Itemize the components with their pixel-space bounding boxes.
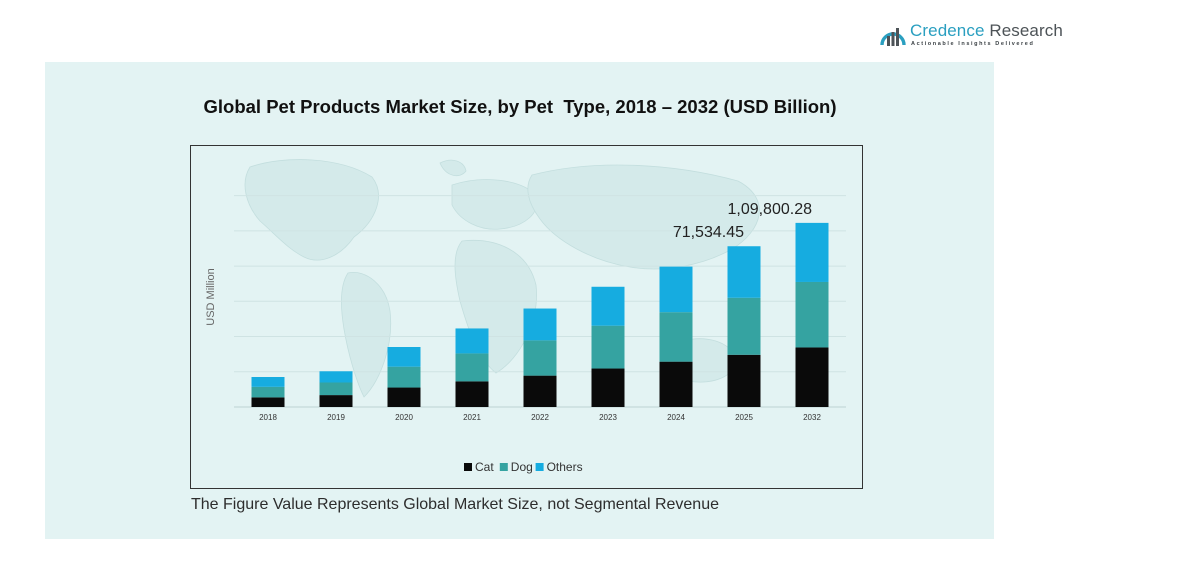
x-tick-label: 2021 bbox=[463, 413, 481, 422]
y-axis-title: USD Million bbox=[205, 268, 217, 325]
bar-others-2023 bbox=[591, 286, 625, 326]
logo-name-part2: Research bbox=[989, 21, 1063, 40]
bar-dog-2022 bbox=[523, 340, 557, 376]
bar-cat-2023 bbox=[591, 368, 625, 407]
bar-dog-2023 bbox=[591, 325, 625, 369]
x-tick-label: 2025 bbox=[735, 413, 753, 422]
bars bbox=[251, 222, 829, 407]
legend-swatch-cat bbox=[464, 463, 472, 471]
footnote: The Figure Value Represents Global Marke… bbox=[191, 496, 719, 513]
x-tick-label: 2019 bbox=[327, 413, 345, 422]
x-tick-label: 2020 bbox=[395, 413, 413, 422]
bar-others-2022 bbox=[523, 308, 557, 341]
bar-dog-2024 bbox=[659, 312, 693, 362]
legend-swatch-dog bbox=[499, 463, 508, 471]
chart-area: 2018 2019 2020 2021 2022 2023 2024 2025 2032 71,… bbox=[190, 145, 863, 489]
chart-panel: Global Pet Products Market Size, by Pet … bbox=[45, 62, 994, 539]
bar-cat-2019 bbox=[319, 395, 353, 407]
legend-label-others: Others bbox=[547, 460, 583, 474]
company-logo[interactable]: Credence Research Actionable Insights De… bbox=[878, 20, 1068, 54]
data-labels: 71,534.45 1,09,800.28 bbox=[673, 201, 812, 241]
legend: Cat Dog Others bbox=[464, 460, 583, 474]
x-tick-label: 2023 bbox=[599, 413, 617, 422]
bar-cat-2022 bbox=[523, 375, 557, 407]
logo-tagline: Actionable Insights Delivered bbox=[911, 41, 1035, 47]
bar-others-2024 bbox=[659, 266, 693, 313]
x-tick-label: 2022 bbox=[531, 413, 549, 422]
bar-dog-2018 bbox=[251, 386, 285, 398]
chart-title: Global Pet Products Market Size, by Pet … bbox=[203, 96, 837, 117]
credence-research-logo-icon bbox=[880, 28, 906, 46]
bar-others-2020 bbox=[387, 347, 421, 367]
bar-dog-2020 bbox=[387, 366, 421, 388]
bar-others-2032 bbox=[795, 222, 829, 282]
x-tick-label: 2032 bbox=[803, 413, 821, 422]
bar-cat-2020 bbox=[387, 387, 421, 407]
bar-dog-2019 bbox=[319, 382, 353, 396]
bar-others-2021 bbox=[455, 328, 489, 354]
bar-dog-2032 bbox=[795, 281, 829, 348]
bar-dog-2025 bbox=[727, 297, 761, 355]
logo-name-part1: Credence bbox=[910, 21, 985, 40]
bar-others-2025 bbox=[727, 246, 761, 298]
legend-label-dog: Dog bbox=[511, 460, 533, 474]
bar-others-2019 bbox=[319, 371, 353, 383]
x-tick-labels: 2018 2019 2020 2021 2022 2023 2024 2025 2032 bbox=[259, 413, 821, 422]
x-tick-label: 2018 bbox=[259, 413, 277, 422]
data-label-2032: 1,09,800.28 bbox=[727, 201, 812, 218]
x-tick-label: 2024 bbox=[667, 413, 685, 422]
legend-swatch-others bbox=[535, 463, 544, 471]
bar-others-2018 bbox=[251, 377, 285, 387]
bar-dog-2021 bbox=[455, 353, 489, 382]
bar-cat-2018 bbox=[251, 397, 285, 407]
logo-name: Credence Research bbox=[910, 21, 1063, 41]
bar-cat-2021 bbox=[455, 381, 489, 407]
legend-label-cat: Cat bbox=[475, 460, 494, 474]
bar-cat-2032 bbox=[795, 347, 829, 407]
data-label-2025: 71,534.45 bbox=[673, 224, 744, 241]
bar-cat-2024 bbox=[659, 361, 693, 407]
bar-cat-2025 bbox=[727, 354, 761, 407]
